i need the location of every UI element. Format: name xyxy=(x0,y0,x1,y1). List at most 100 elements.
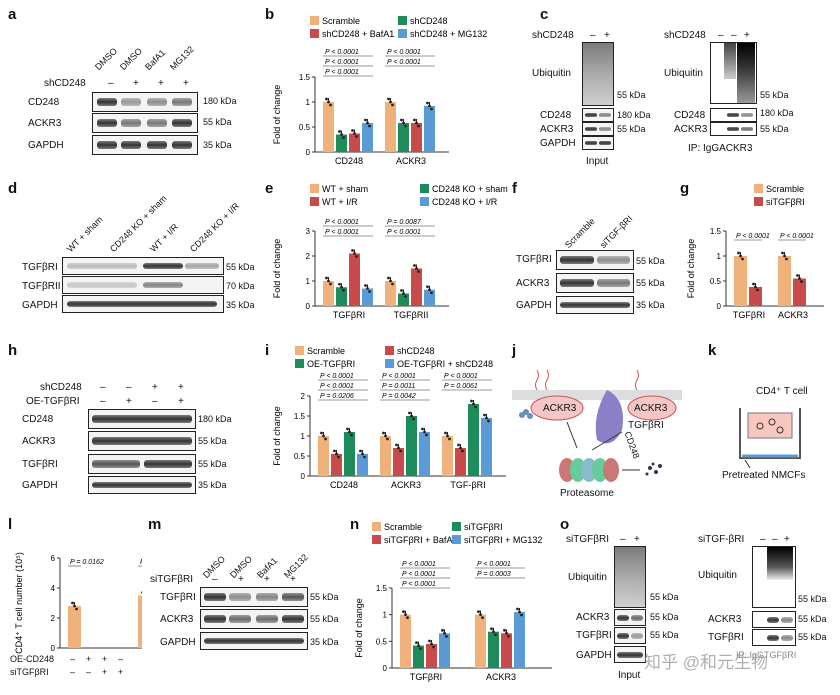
bar xyxy=(475,614,486,668)
data-point xyxy=(781,251,784,255)
sign: – xyxy=(108,78,114,89)
data-point xyxy=(520,613,523,617)
cond-label: WT + I/R xyxy=(147,221,181,254)
y-tick-label: 1 xyxy=(306,277,311,286)
input-label: Input xyxy=(618,670,641,681)
data-point xyxy=(400,289,403,292)
data-point xyxy=(322,434,325,438)
si-label: siTGFβRI xyxy=(566,534,609,545)
sign: – xyxy=(126,382,132,393)
bar xyxy=(734,256,747,306)
row-label: shCD248 xyxy=(40,382,82,393)
data-point xyxy=(364,284,367,287)
bar xyxy=(349,133,360,152)
data-point xyxy=(342,288,345,292)
row-label: ACKR3 xyxy=(540,124,574,135)
panel-label-g: g xyxy=(680,180,690,197)
data-point xyxy=(355,255,358,258)
sh-label: shCD248 xyxy=(532,30,574,41)
legend-swatch xyxy=(310,16,319,25)
data-point xyxy=(798,277,801,280)
data-point xyxy=(337,455,340,459)
sign: + xyxy=(118,667,124,677)
y-tick-label: 1 xyxy=(306,98,311,107)
y-axis-label: Fold of change xyxy=(686,239,696,299)
data-point xyxy=(402,121,405,125)
data-point xyxy=(338,282,341,286)
ip-text: IP: IgG xyxy=(736,650,765,660)
ubiquitin-blot xyxy=(582,42,614,106)
y-tick-label: 0 xyxy=(306,302,311,311)
legend-swatch xyxy=(754,197,763,206)
panel-label-f: f xyxy=(512,180,517,197)
bar xyxy=(468,404,479,476)
legend-swatch xyxy=(372,522,381,531)
data-point xyxy=(359,449,362,453)
x-tick-label: CD248 xyxy=(335,156,363,166)
data-point xyxy=(382,431,385,435)
sign: – xyxy=(620,534,626,545)
row-label: TGFβRII xyxy=(22,281,61,292)
pvalue-label: P < 0.0001 xyxy=(320,383,354,390)
blot-ackr3 xyxy=(92,113,198,133)
data-point xyxy=(355,135,358,138)
data-point xyxy=(325,276,328,280)
kda: 55 kDa xyxy=(760,90,789,100)
data-point xyxy=(796,274,799,277)
legend-label: shCD248 + BafA1 xyxy=(322,29,394,39)
row-label: GAPDH xyxy=(22,300,58,311)
bar xyxy=(138,595,142,648)
data-point xyxy=(342,136,345,139)
data-point xyxy=(430,107,433,111)
data-point xyxy=(333,449,336,453)
sign: + xyxy=(784,534,790,545)
pvalue-label: P < 0.0001 xyxy=(320,373,354,380)
ubiquitin-label: Ubiquitin xyxy=(568,572,607,583)
bar xyxy=(385,281,396,306)
legend-swatch xyxy=(398,29,407,38)
sign: – xyxy=(772,534,778,545)
kda: 55 kDa xyxy=(226,262,255,272)
legend-swatch xyxy=(452,535,461,544)
chart-g: 0 0.5 1 1.5 Fold of change TGFβRI ACKR3 Scrambl… xyxy=(686,184,824,320)
nmcf-label: Pretreated NMCFs xyxy=(722,470,806,481)
data-point xyxy=(327,279,330,283)
bar xyxy=(357,454,368,476)
cond-label: BafA1 xyxy=(142,47,168,72)
panel-label-o: o xyxy=(560,516,570,533)
y-tick-label: 3 xyxy=(306,227,311,236)
y-tick-label: 0 xyxy=(51,644,56,653)
kda: 55 kDa xyxy=(798,614,827,624)
x-tick-label: TGFβRI xyxy=(733,310,765,320)
bar xyxy=(426,644,437,668)
y-axis-label: Fold of change xyxy=(272,85,282,145)
kda: 180 kDa xyxy=(617,110,651,120)
ip-text: TGFβRI xyxy=(764,650,797,660)
row-label: CD248 xyxy=(674,110,706,121)
data-point xyxy=(402,610,405,614)
bar xyxy=(398,123,409,152)
ip-text: IP: IgG xyxy=(688,143,720,154)
data-point xyxy=(406,616,409,620)
data-point xyxy=(415,641,418,644)
bar xyxy=(411,123,422,152)
legend-swatch xyxy=(420,197,429,206)
legend-swatch xyxy=(754,184,763,193)
data-point xyxy=(485,416,488,420)
row-label: CD248 xyxy=(540,110,572,121)
data-point xyxy=(351,129,354,132)
blot xyxy=(200,609,308,629)
data-point xyxy=(412,417,415,421)
data-point xyxy=(348,430,351,434)
data-point xyxy=(413,118,416,122)
ubiquitin-ip-blot xyxy=(752,546,796,608)
data-point xyxy=(366,121,369,125)
data-point xyxy=(335,452,338,456)
bar xyxy=(424,289,435,306)
blot xyxy=(614,609,646,626)
kda: 55 kDa xyxy=(798,594,827,604)
data-point xyxy=(516,607,519,611)
data-point xyxy=(417,644,420,647)
sign: + xyxy=(158,78,164,89)
panel-label-h: h xyxy=(8,342,18,359)
